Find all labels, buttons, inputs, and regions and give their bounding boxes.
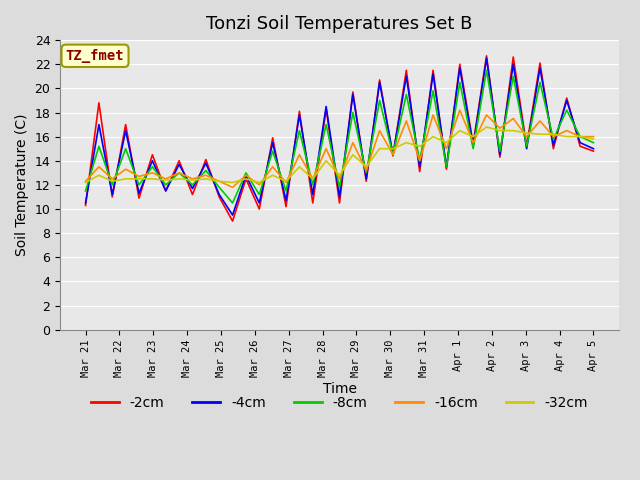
Legend: -2cm, -4cm, -8cm, -16cm, -32cm: -2cm, -4cm, -8cm, -16cm, -32cm (85, 390, 594, 415)
Text: TZ_fmet: TZ_fmet (66, 49, 124, 63)
Title: Tonzi Soil Temperatures Set B: Tonzi Soil Temperatures Set B (206, 15, 473, 33)
Y-axis label: Soil Temperature (C): Soil Temperature (C) (15, 114, 29, 256)
X-axis label: Time: Time (323, 383, 356, 396)
